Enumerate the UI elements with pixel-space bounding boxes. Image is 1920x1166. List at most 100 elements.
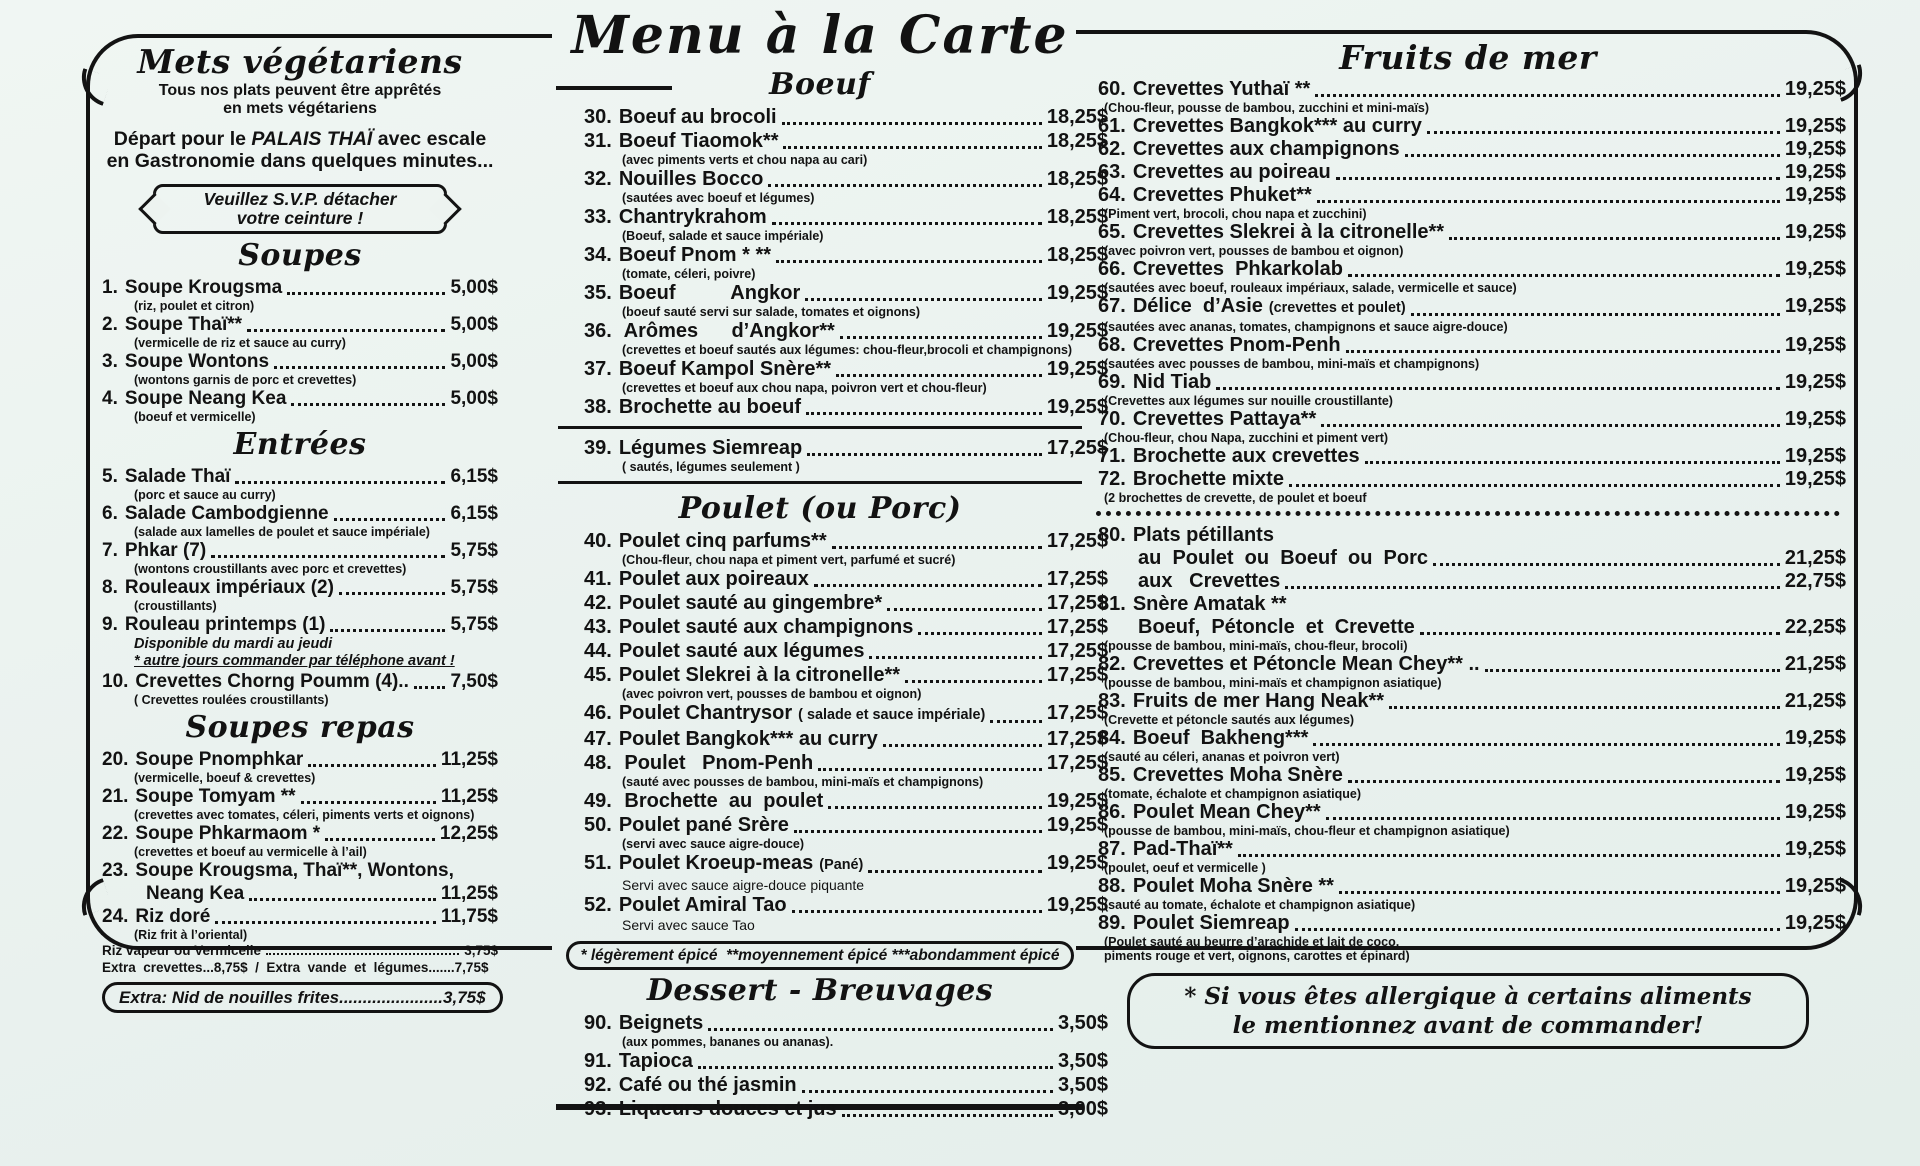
menu-item: 90. Beignets 3,50$ (aux pommes, bananes ou …	[584, 1011, 1108, 1049]
item-line: 40. Poulet cinq parfums** 17,25$	[584, 529, 1108, 553]
menu-item: 36. Arômes d’Angkor** 19,25$ (crevettes et…	[584, 319, 1108, 357]
item-number: 81.	[1098, 593, 1126, 615]
item-price: 3,50$	[1057, 1012, 1108, 1034]
item-number: 44.	[584, 640, 612, 662]
item-line: 50. Poulet pané Srère 19,25$	[584, 813, 1108, 837]
soupes-repas-items: 20. Soupe Pnomphkar 11,25$ (vermicelle, boe…	[102, 748, 498, 942]
item-name: Rouleau printemps (1)	[124, 614, 326, 635]
dotted-leader	[1389, 706, 1780, 709]
item-name: Soupe Krougsma, Thaï**, Wontons,	[135, 860, 454, 881]
allergy-line1: * Si vous êtes allergique à certains ali…	[1184, 983, 1752, 1010]
item-description: (sauté au tomate, échalote et champignon…	[1104, 898, 1416, 912]
item-number: 9.	[102, 614, 118, 635]
menu-item: 41. Poulet aux poireaux 17,25$	[584, 567, 1108, 591]
menu-item: 80. Plats pétillants au Poulet ou Boeuf ou…	[1098, 524, 1846, 593]
dotted-leader	[783, 146, 1042, 149]
item-number: 39.	[584, 437, 612, 459]
item-number: 64.	[1098, 184, 1126, 206]
item-name: Crevettes Slekrei à la citronelle**	[1132, 221, 1445, 243]
item-description: (Chou-fleur, chou Napa, zucchini et pime…	[1104, 431, 1389, 445]
dotted-leader	[1347, 780, 1780, 783]
dotted-leader	[330, 629, 446, 632]
menu-item: 66. Crevettes Phkarkolab 19,25$ (sautées av…	[1098, 258, 1846, 295]
item-line: 66. Crevettes Phkarkolab 19,25$	[1098, 258, 1846, 281]
item-price: 5,75$	[450, 540, 498, 561]
item-description: (sautées avec boeuf, rouleaux impériaux,…	[1104, 281, 1517, 295]
item-line: 8. Rouleaux impériaux (2) 5,75$	[102, 576, 498, 599]
item-line: 24. Riz doré 11,75$	[102, 905, 498, 928]
dotted-leader	[1288, 484, 1780, 487]
item-line: 38. Brochette au boeuf 19,25$	[584, 395, 1108, 419]
item-price: 7,50$	[450, 671, 498, 692]
item-name: Crevettes au poireau	[1132, 161, 1331, 183]
menu-item: 51. Poulet Kroeup-meas (Pané) 19,25$ Servi a…	[584, 851, 1108, 893]
item-description: (Chou-fleur, pousse de bambou, zucchini …	[1104, 101, 1430, 115]
item-price: 5,75$	[450, 577, 498, 598]
item-name: Poulet Pnom-Penh	[618, 752, 814, 774]
item-description: (crevettes et boeuf au vermicelle à l’ai…	[134, 845, 367, 859]
item-line: 83. Fruits de mer Hang Neak** 21,25$	[1098, 690, 1846, 713]
menu-item: 24. Riz doré 11,75$ (Riz frit à l’oriental)	[102, 905, 498, 942]
menu-item: 52. Poulet Amiral Tao 19,25$ Servi avec sau…	[584, 893, 1108, 933]
item-line: 10. Crevettes Chorng Poumm (4).. 7,50$	[102, 670, 498, 693]
item-description: ( Crevettes roulées croustillants)	[134, 693, 329, 707]
item-name: Soupe Krougsma	[124, 277, 283, 298]
dotted-leader	[708, 1028, 1053, 1031]
banner-line1: Veuillez S.V.P. détacher	[203, 189, 397, 209]
item-line: 91. Tapioca 3,50$	[584, 1049, 1108, 1073]
item-name: Café ou thé jasmin	[618, 1074, 797, 1096]
item-line: 89. Poulet Siemreap 19,25$	[1098, 912, 1846, 935]
dotted-leader	[836, 374, 1042, 377]
item-number: 4.	[102, 388, 118, 409]
item-price: 19,25$	[1784, 221, 1846, 243]
item-price: 5,00$	[450, 277, 498, 298]
item-name: Chantrykrahom	[618, 206, 767, 228]
item-line: 44. Poulet sauté aux légumes 17,25$	[584, 639, 1108, 663]
item-name: Soupe Pnomphkar	[135, 749, 304, 770]
item-number: 2.	[102, 314, 118, 335]
item-description: (poulet, oeuf et vermicelle )	[1104, 861, 1266, 875]
item-line: 51. Poulet Kroeup-meas (Pané) 19,25$	[584, 851, 1108, 877]
item-number: 90.	[584, 1012, 612, 1034]
menu-item: 47. Poulet Bangkok*** au curry 17,25$	[584, 727, 1108, 751]
item-description: (pousse de bambou, mini-maïs, chou-fleur…	[1104, 824, 1510, 838]
item-name: Brochette au boeuf	[618, 396, 802, 418]
item-line: 68. Crevettes Pnom-Penh 19,25$	[1098, 334, 1846, 357]
menu-item: 71. Brochette aux crevettes 19,25$	[1098, 445, 1846, 468]
item-number: 45.	[584, 664, 612, 686]
vegetarian-subtitle-line1: Tous nos plats peuvent être apprêtés	[158, 82, 442, 99]
menu-item: 68. Crevettes Pnom-Penh 19,25$ (sautées ave…	[1098, 334, 1846, 371]
item-number: 51.	[584, 852, 612, 874]
item-description: (wontons garnis de porc et crevettes)	[134, 373, 357, 387]
item-subline: aux Crevettes 22,75$	[1098, 570, 1846, 593]
item-price: 17,25$	[1046, 616, 1108, 638]
item-number: 89.	[1098, 912, 1126, 934]
item-description: (sauté avec pousses de bambou, mini-maïs…	[622, 775, 984, 789]
item-number: 23.	[102, 860, 129, 881]
item-price: 3,00$	[1057, 1098, 1108, 1120]
dotted-leader	[801, 1090, 1053, 1093]
item-number: 43.	[584, 616, 612, 638]
item-description: * autre jours commander par téléphone av…	[134, 653, 455, 669]
item-price: 22,25$	[1784, 616, 1846, 638]
item-line: 7. Phkar (7) 5,75$	[102, 539, 498, 562]
dotted-leader	[1315, 94, 1780, 97]
item-price: 6,15$	[450, 466, 498, 487]
dotted-leader	[247, 329, 446, 332]
item-name: Salade Cambodgienne	[124, 503, 329, 524]
menu-item: 50. Poulet pané Srère 19,25$ (servi avec sa…	[584, 813, 1108, 851]
dotted-leader	[1237, 854, 1780, 857]
item-number: 42.	[584, 592, 612, 614]
item-description: (crevettes et boeuf sautés aux légumes: …	[622, 343, 1073, 357]
item-line: 22. Soupe Phkarmaom * 12,25$	[102, 822, 498, 845]
item-price: 19,25$	[1784, 115, 1846, 137]
vegetarian-subtitle-line2: en mets végétariens	[223, 100, 377, 117]
item-name: Crevettes et Pétoncle Mean Chey** ..	[1132, 653, 1480, 675]
item-name: Boeuf Kampol Snère**	[618, 358, 832, 380]
menu-item: 20. Soupe Pnomphkar 11,25$ (vermicelle, boe…	[102, 748, 498, 785]
menu-item: 2. Soupe Thaï** 5,00$ (vermicelle de riz et…	[102, 313, 498, 350]
dotted-leader	[266, 953, 460, 955]
menu-item: 22. Soupe Phkarmaom * 12,25$ (crevettes et …	[102, 822, 498, 859]
dotted-leader	[1285, 586, 1780, 589]
